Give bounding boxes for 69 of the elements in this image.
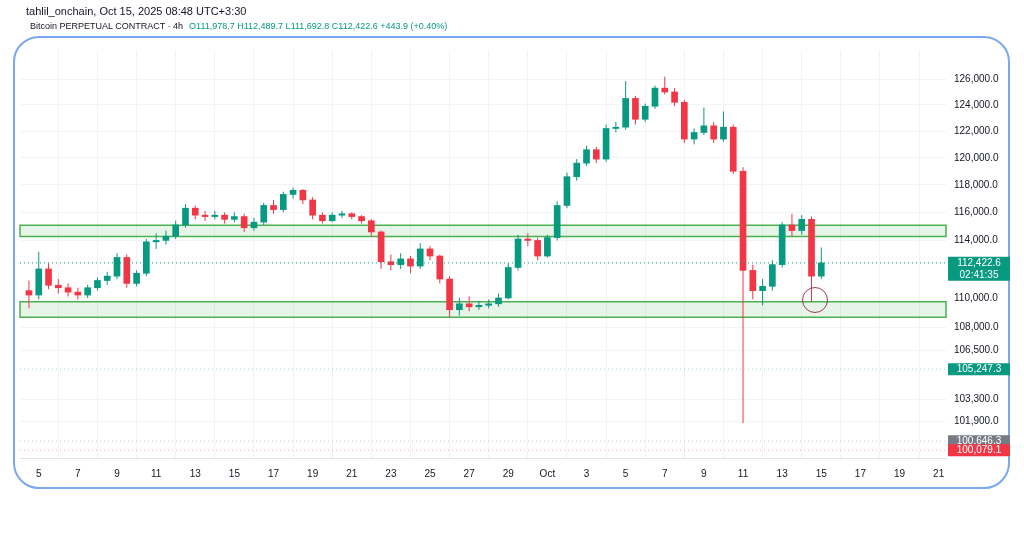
x-tick-label: 5	[35, 467, 42, 479]
candlestick	[279, 191, 287, 213]
y-tick-label: 116,000.0	[954, 206, 999, 218]
x-tick-label: 13	[776, 467, 789, 479]
candlestick	[182, 203, 189, 229]
candlestick	[289, 187, 297, 200]
y-tick-label: 108,000.0	[954, 321, 999, 333]
x-tick-label: 7	[75, 467, 82, 479]
x-tick-label: 21	[933, 467, 945, 479]
ref-line-label: 105,247.3	[956, 362, 1002, 374]
candlestick	[720, 110, 727, 143]
candlestick	[338, 210, 346, 219]
candlestick	[583, 145, 590, 167]
y-tick-label: 122,000.0	[954, 124, 999, 136]
candlestick	[544, 234, 551, 258]
x-tick-label: 21	[346, 467, 358, 479]
x-tick-label: 19	[307, 467, 319, 479]
x-tick-label: Oct	[539, 467, 556, 479]
candlestick	[309, 196, 316, 220]
x-tick-label: 15	[815, 467, 828, 479]
x-tick-label: 3	[583, 467, 590, 479]
y-tick-label: 110,000.0	[954, 291, 999, 303]
y-tick-label: 126,000.0	[954, 72, 999, 84]
text: O111,978.7 H112,489.7 L111,692.8 C112,422.6 +443.9 (+0.40%)	[189, 21, 448, 31]
candlestick	[260, 202, 268, 226]
x-tick-label: 19	[893, 467, 906, 479]
candlestick	[45, 262, 52, 290]
x-tick-label: 27	[463, 467, 476, 479]
x-tick-label: 9	[701, 467, 708, 479]
x-tick-label: 25	[424, 467, 437, 479]
candlestick	[641, 103, 649, 123]
chart-subtitle: tahlil_onchain, Oct 15, 2025 08:48 UTC+3:30	[26, 5, 247, 17]
candlestick	[759, 278, 766, 306]
ref-line-label: 100,079.1	[956, 444, 1002, 456]
x-tick-label: 9	[114, 467, 121, 479]
x-tick-label: 17	[854, 467, 867, 479]
y-tick-label: 103,300.0	[954, 392, 999, 404]
x-tick-label: 7	[662, 467, 668, 479]
candlestick	[612, 121, 620, 133]
candlestick	[632, 95, 639, 126]
ref-line-label: 112,422.6	[957, 256, 1002, 268]
x-tick-label: 11	[150, 467, 162, 479]
x-tick-label: 17	[267, 467, 280, 479]
y-tick-label: 114,000.0	[954, 234, 999, 246]
chart-title: Bitcoin PERPETUAL CONTRACT · 4h	[30, 21, 184, 31]
ref-line-label: 100,646.3	[956, 434, 1002, 446]
candlestick	[710, 121, 718, 144]
candlestick	[651, 85, 659, 110]
candlestick	[162, 230, 170, 246]
x-tick-label: 11	[737, 467, 749, 479]
x-tick-label: 23	[385, 467, 397, 479]
x-tick-label: 29	[502, 467, 515, 479]
y-tick-label: 101,900.0	[954, 414, 999, 426]
x-tick-label: 13	[189, 467, 202, 479]
x-tick-label: 5	[622, 467, 629, 479]
text: 02:41:35	[959, 268, 999, 280]
y-tick-label: 120,000.0	[954, 151, 999, 163]
y-tick-label: 118,000.0	[954, 178, 999, 190]
candlestick	[798, 214, 806, 236]
candlestick	[172, 220, 180, 240]
y-tick-label: 106,500.0	[954, 343, 999, 355]
y-tick-label: 124,000.0	[954, 98, 999, 110]
candlestick	[436, 254, 444, 284]
x-tick-label: 15	[228, 467, 241, 479]
candlestick	[534, 237, 541, 261]
candlestick	[573, 158, 581, 182]
candlestick	[671, 87, 678, 107]
candlestick	[240, 213, 248, 233]
candlestick	[749, 264, 757, 300]
